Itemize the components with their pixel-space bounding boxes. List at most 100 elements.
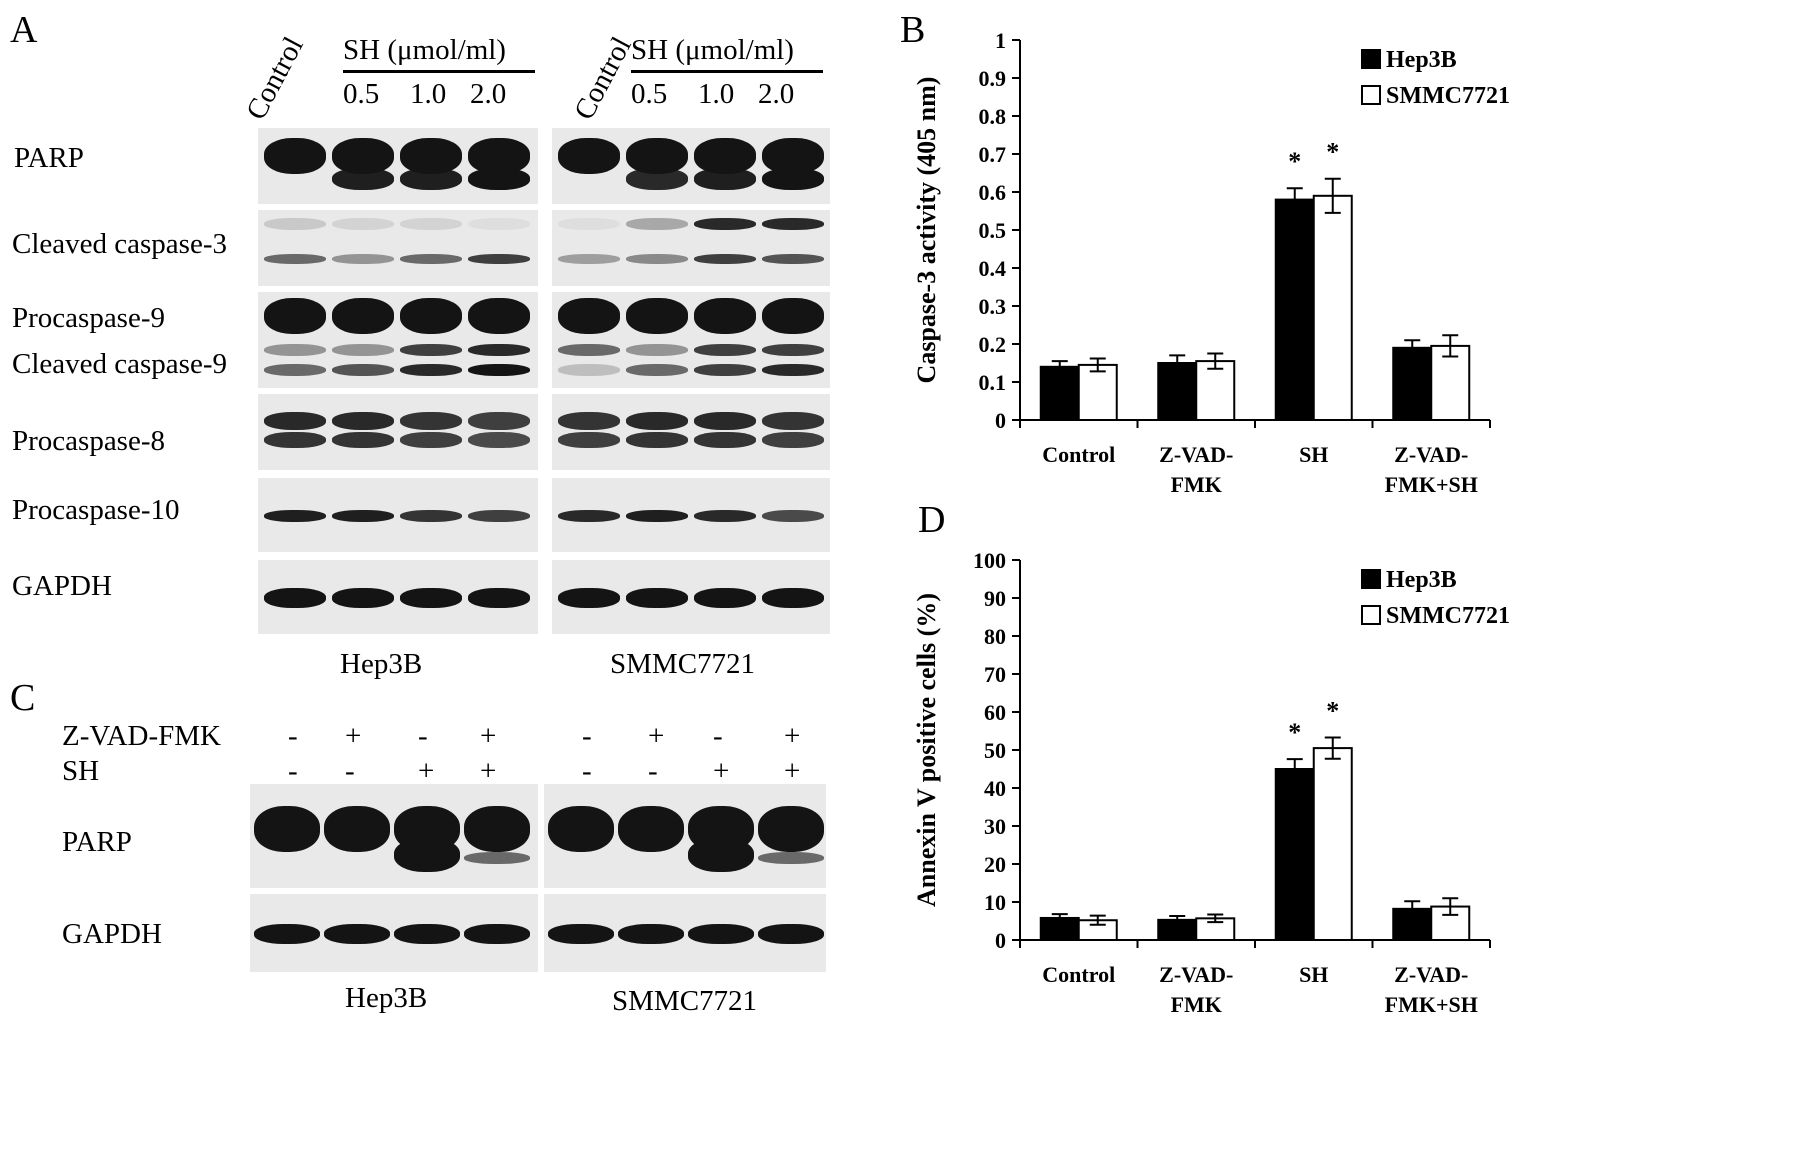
protein-band: [626, 298, 688, 334]
protein-band: [254, 924, 320, 944]
zvad-sign: -: [582, 720, 592, 752]
protein-band: [264, 364, 326, 376]
protein-band: [400, 364, 462, 376]
header-underline: [631, 70, 823, 73]
cell-line-label: Hep3B: [345, 982, 428, 1014]
protein-band: [694, 412, 756, 430]
y-tick-label: 0.4: [979, 256, 1007, 281]
x-tick-label: Z-VAD-: [1394, 962, 1468, 987]
protein-band: [626, 344, 688, 356]
sh-sign: +: [784, 755, 801, 787]
protein-band: [558, 218, 620, 230]
legend-label: Hep3B: [1386, 567, 1457, 593]
protein-band: [626, 364, 688, 376]
x-tick-label: SH: [1299, 442, 1328, 467]
sh-sign: +: [480, 755, 497, 787]
protein-band: [626, 218, 688, 230]
legend-swatch: [1361, 49, 1381, 69]
protein-band: [468, 364, 530, 376]
y-tick-label: 0.9: [979, 66, 1007, 91]
blot-row-label: Procaspase-9: [12, 302, 166, 334]
protein-band: [758, 806, 824, 852]
protein-band: [694, 432, 756, 448]
legend-label: SMMC7721: [1386, 603, 1510, 629]
sh-sign: -: [288, 755, 298, 787]
y-tick-label: 30: [984, 814, 1006, 839]
y-tick-label: 0: [995, 408, 1006, 433]
significance-mark: *: [1326, 138, 1339, 167]
y-tick-label: 0.5: [979, 218, 1007, 243]
protein-band: [464, 806, 530, 852]
bar: [1077, 363, 1118, 421]
protein-band: [548, 806, 614, 852]
y-tick-label: 90: [984, 586, 1006, 611]
protein-band: [468, 254, 530, 264]
protein-band: [324, 924, 390, 944]
protein-band: [332, 510, 394, 522]
control-lane-label: Control: [240, 31, 310, 126]
protein-band: [394, 838, 460, 872]
y-tick-label: 100: [973, 548, 1006, 573]
protein-band: [548, 924, 614, 944]
protein-band: [400, 432, 462, 448]
protein-band: [618, 924, 684, 944]
protein-band: [464, 924, 530, 944]
protein-band: [468, 344, 530, 356]
y-tick-label: 80: [984, 624, 1006, 649]
panel-a-label: A: [10, 9, 38, 51]
sh-sign: -: [345, 755, 355, 787]
caspase9-blot: [552, 292, 830, 388]
procaspase8-blot: [258, 394, 538, 470]
protein-band: [264, 298, 326, 334]
y-tick-label: 0.1: [979, 370, 1007, 395]
protein-band: [626, 254, 688, 264]
y-tick-label: 60: [984, 700, 1006, 725]
protein-band: [626, 168, 688, 190]
cleaved-caspase3-blot: [258, 210, 538, 286]
protein-band: [762, 510, 824, 522]
significance-mark: *: [1288, 147, 1301, 176]
x-tick-label: FMK+SH: [1385, 472, 1478, 497]
protein-band: [400, 588, 462, 608]
y-tick-label: 0.8: [979, 104, 1007, 129]
bar: [1430, 344, 1471, 421]
protein-band: [626, 412, 688, 430]
procaspase10-blot: [258, 478, 538, 552]
protein-band: [468, 168, 530, 190]
gapdh-blot: [544, 894, 826, 972]
protein-band: [694, 364, 756, 376]
protein-band: [762, 254, 824, 264]
protein-band: [332, 298, 394, 334]
zvad-sign: +: [345, 720, 362, 752]
protein-band: [626, 588, 688, 608]
bar: [1392, 346, 1433, 421]
protein-band: [264, 412, 326, 430]
y-tick-label: 70: [984, 662, 1006, 687]
procaspase10-blot: [552, 478, 830, 552]
panel-c-label: C: [10, 677, 36, 719]
x-tick-label: Control: [1042, 442, 1115, 467]
blot-row-label: PARP: [62, 826, 132, 858]
x-tick-label: FMK: [1171, 472, 1222, 497]
bar: [1312, 747, 1353, 941]
protein-band: [762, 364, 824, 376]
bar: [1039, 365, 1080, 421]
panel-b-label: B: [900, 9, 926, 51]
protein-band: [332, 168, 394, 190]
y-tick-label: 0.3: [979, 294, 1007, 319]
protein-band: [558, 138, 620, 174]
bar: [1195, 360, 1236, 422]
protein-band: [694, 168, 756, 190]
protein-band: [762, 432, 824, 448]
protein-band: [264, 138, 326, 174]
protein-band: [688, 924, 754, 944]
protein-band: [264, 218, 326, 230]
protein-band: [762, 218, 824, 230]
annexin-v-chart: 0 10 20 30 40 50 60 70 80 90 100 Annexin V positive…: [912, 548, 1510, 1017]
protein-band: [468, 588, 530, 608]
protein-band: [762, 412, 824, 430]
protein-band: [694, 298, 756, 334]
protein-band: [558, 344, 620, 356]
x-tick-label: Z-VAD-: [1159, 962, 1233, 987]
dose-label: 2.0: [758, 78, 795, 110]
